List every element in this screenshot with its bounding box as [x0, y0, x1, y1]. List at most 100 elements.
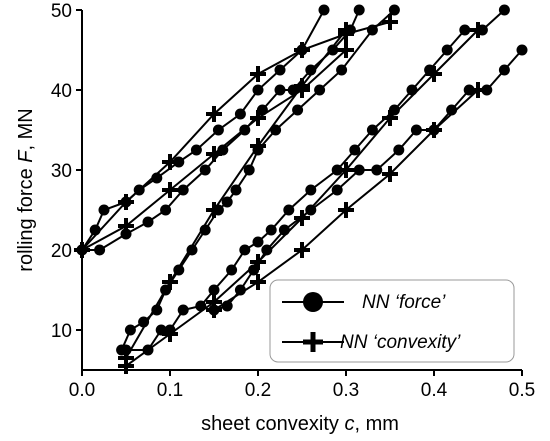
- y-tick-label: 50: [51, 1, 72, 22]
- series-force-0: [76, 4, 330, 256]
- x-tick-label: 0.3: [333, 380, 359, 401]
- data-point-circle: [252, 84, 264, 96]
- data-point-plus: [162, 326, 178, 342]
- data-point-circle: [160, 204, 172, 216]
- data-point-circle: [349, 144, 361, 156]
- ticks-layer: 0.0 0.1 0.2 0.3 0.4 0.5 10 20 30 40 50: [51, 1, 535, 401]
- data-point-plus: [294, 78, 310, 94]
- data-point-plus: [206, 302, 222, 318]
- data-point-circle: [406, 84, 418, 96]
- series-line: [213, 89, 479, 311]
- data-point-circle: [265, 224, 277, 236]
- data-point-circle: [353, 164, 365, 176]
- data-point-circle: [331, 164, 343, 176]
- x-axis-label-unit: , mm: [354, 413, 398, 435]
- legend-label-convexity: NN ‘convexity’: [340, 332, 461, 353]
- data-point-plus: [118, 194, 134, 210]
- data-point-circle: [393, 144, 405, 156]
- data-point-circle: [336, 64, 348, 76]
- series-convexity-7: [118, 22, 354, 366]
- data-point-circle: [318, 4, 330, 16]
- data-point-circle: [234, 284, 246, 296]
- data-point-circle: [252, 236, 264, 248]
- data-point-circle: [226, 264, 238, 276]
- data-point-circle: [292, 104, 304, 116]
- data-point-circle: [459, 24, 471, 36]
- data-point-circle: [441, 44, 453, 56]
- legend-marker-plus: [303, 332, 323, 352]
- data-point-plus: [294, 242, 310, 258]
- x-tick-label: 0.0: [69, 380, 95, 401]
- data-point-circle: [371, 164, 383, 176]
- data-point-circle: [94, 244, 106, 256]
- series-layer: [74, 4, 528, 374]
- x-tick-label: 0.2: [245, 380, 271, 401]
- data-point-plus: [162, 182, 178, 198]
- y-tick-label: 20: [51, 241, 72, 262]
- data-point-circle: [274, 64, 286, 76]
- y-axis-label-unit: , MN: [15, 108, 37, 150]
- data-point-plus: [250, 254, 266, 270]
- x-tick-label: 0.4: [421, 380, 448, 401]
- data-point-circle: [388, 4, 400, 16]
- data-point-plus: [470, 22, 486, 38]
- data-point-circle: [481, 84, 493, 96]
- series-line: [81, 21, 391, 251]
- y-tick-label: 30: [51, 161, 72, 182]
- data-point-plus: [382, 166, 398, 182]
- data-point-circle: [239, 244, 251, 256]
- data-point-circle: [274, 84, 286, 96]
- data-point-circle: [98, 204, 110, 216]
- data-point-circle: [463, 84, 475, 96]
- data-point-circle: [124, 324, 136, 336]
- data-point-circle: [305, 184, 317, 196]
- data-point-plus: [338, 42, 354, 58]
- data-point-plus: [206, 106, 222, 122]
- data-point-plus: [250, 66, 266, 82]
- data-point-plus: [162, 274, 178, 290]
- data-point-circle: [243, 164, 255, 176]
- data-point-plus: [162, 154, 178, 170]
- data-point-circle: [177, 304, 189, 316]
- series-force-4: [208, 44, 528, 316]
- series-force-2: [116, 4, 400, 356]
- data-point-circle: [234, 108, 246, 120]
- axes-layer: [81, 10, 522, 371]
- data-point-plus: [250, 138, 266, 154]
- data-point-circle: [221, 196, 233, 208]
- data-point-plus: [426, 66, 442, 82]
- x-tick-label: 0.1: [157, 380, 183, 401]
- series-convexity-8: [118, 22, 486, 374]
- data-point-plus: [382, 110, 398, 126]
- y-axis-label-variable: F: [15, 149, 37, 163]
- data-point-circle: [199, 164, 211, 176]
- x-tick-label: 0.5: [509, 380, 535, 401]
- data-point-circle: [278, 224, 290, 236]
- legend-marker-circle: [303, 292, 323, 312]
- data-point-plus: [382, 14, 398, 30]
- legend: NN ‘force’ NN ‘convexity’: [269, 279, 515, 363]
- data-point-circle: [410, 124, 422, 136]
- data-point-circle: [331, 184, 343, 196]
- data-point-plus: [118, 358, 134, 374]
- x-axis-label: sheet convexity c, mm: [201, 413, 399, 435]
- legend-item-convexity: NN ‘convexity’: [282, 332, 461, 353]
- data-point-circle: [498, 64, 510, 76]
- data-point-circle: [151, 304, 163, 316]
- data-point-circle: [516, 44, 528, 56]
- data-point-circle: [208, 284, 220, 296]
- y-tick-label: 10: [51, 321, 72, 342]
- data-point-circle: [173, 156, 185, 168]
- x-axis-label-prefix: sheet convexity: [201, 413, 344, 435]
- data-point-plus: [250, 274, 266, 290]
- y-tick-label: 40: [51, 81, 72, 102]
- data-point-plus: [294, 42, 310, 58]
- data-point-circle: [366, 124, 378, 136]
- data-point-plus: [338, 162, 354, 178]
- data-point-circle: [177, 184, 189, 196]
- data-point-circle: [261, 244, 273, 256]
- data-point-circle: [353, 4, 365, 16]
- data-point-circle: [314, 84, 326, 96]
- data-point-circle: [327, 44, 339, 56]
- data-point-circle: [190, 144, 202, 156]
